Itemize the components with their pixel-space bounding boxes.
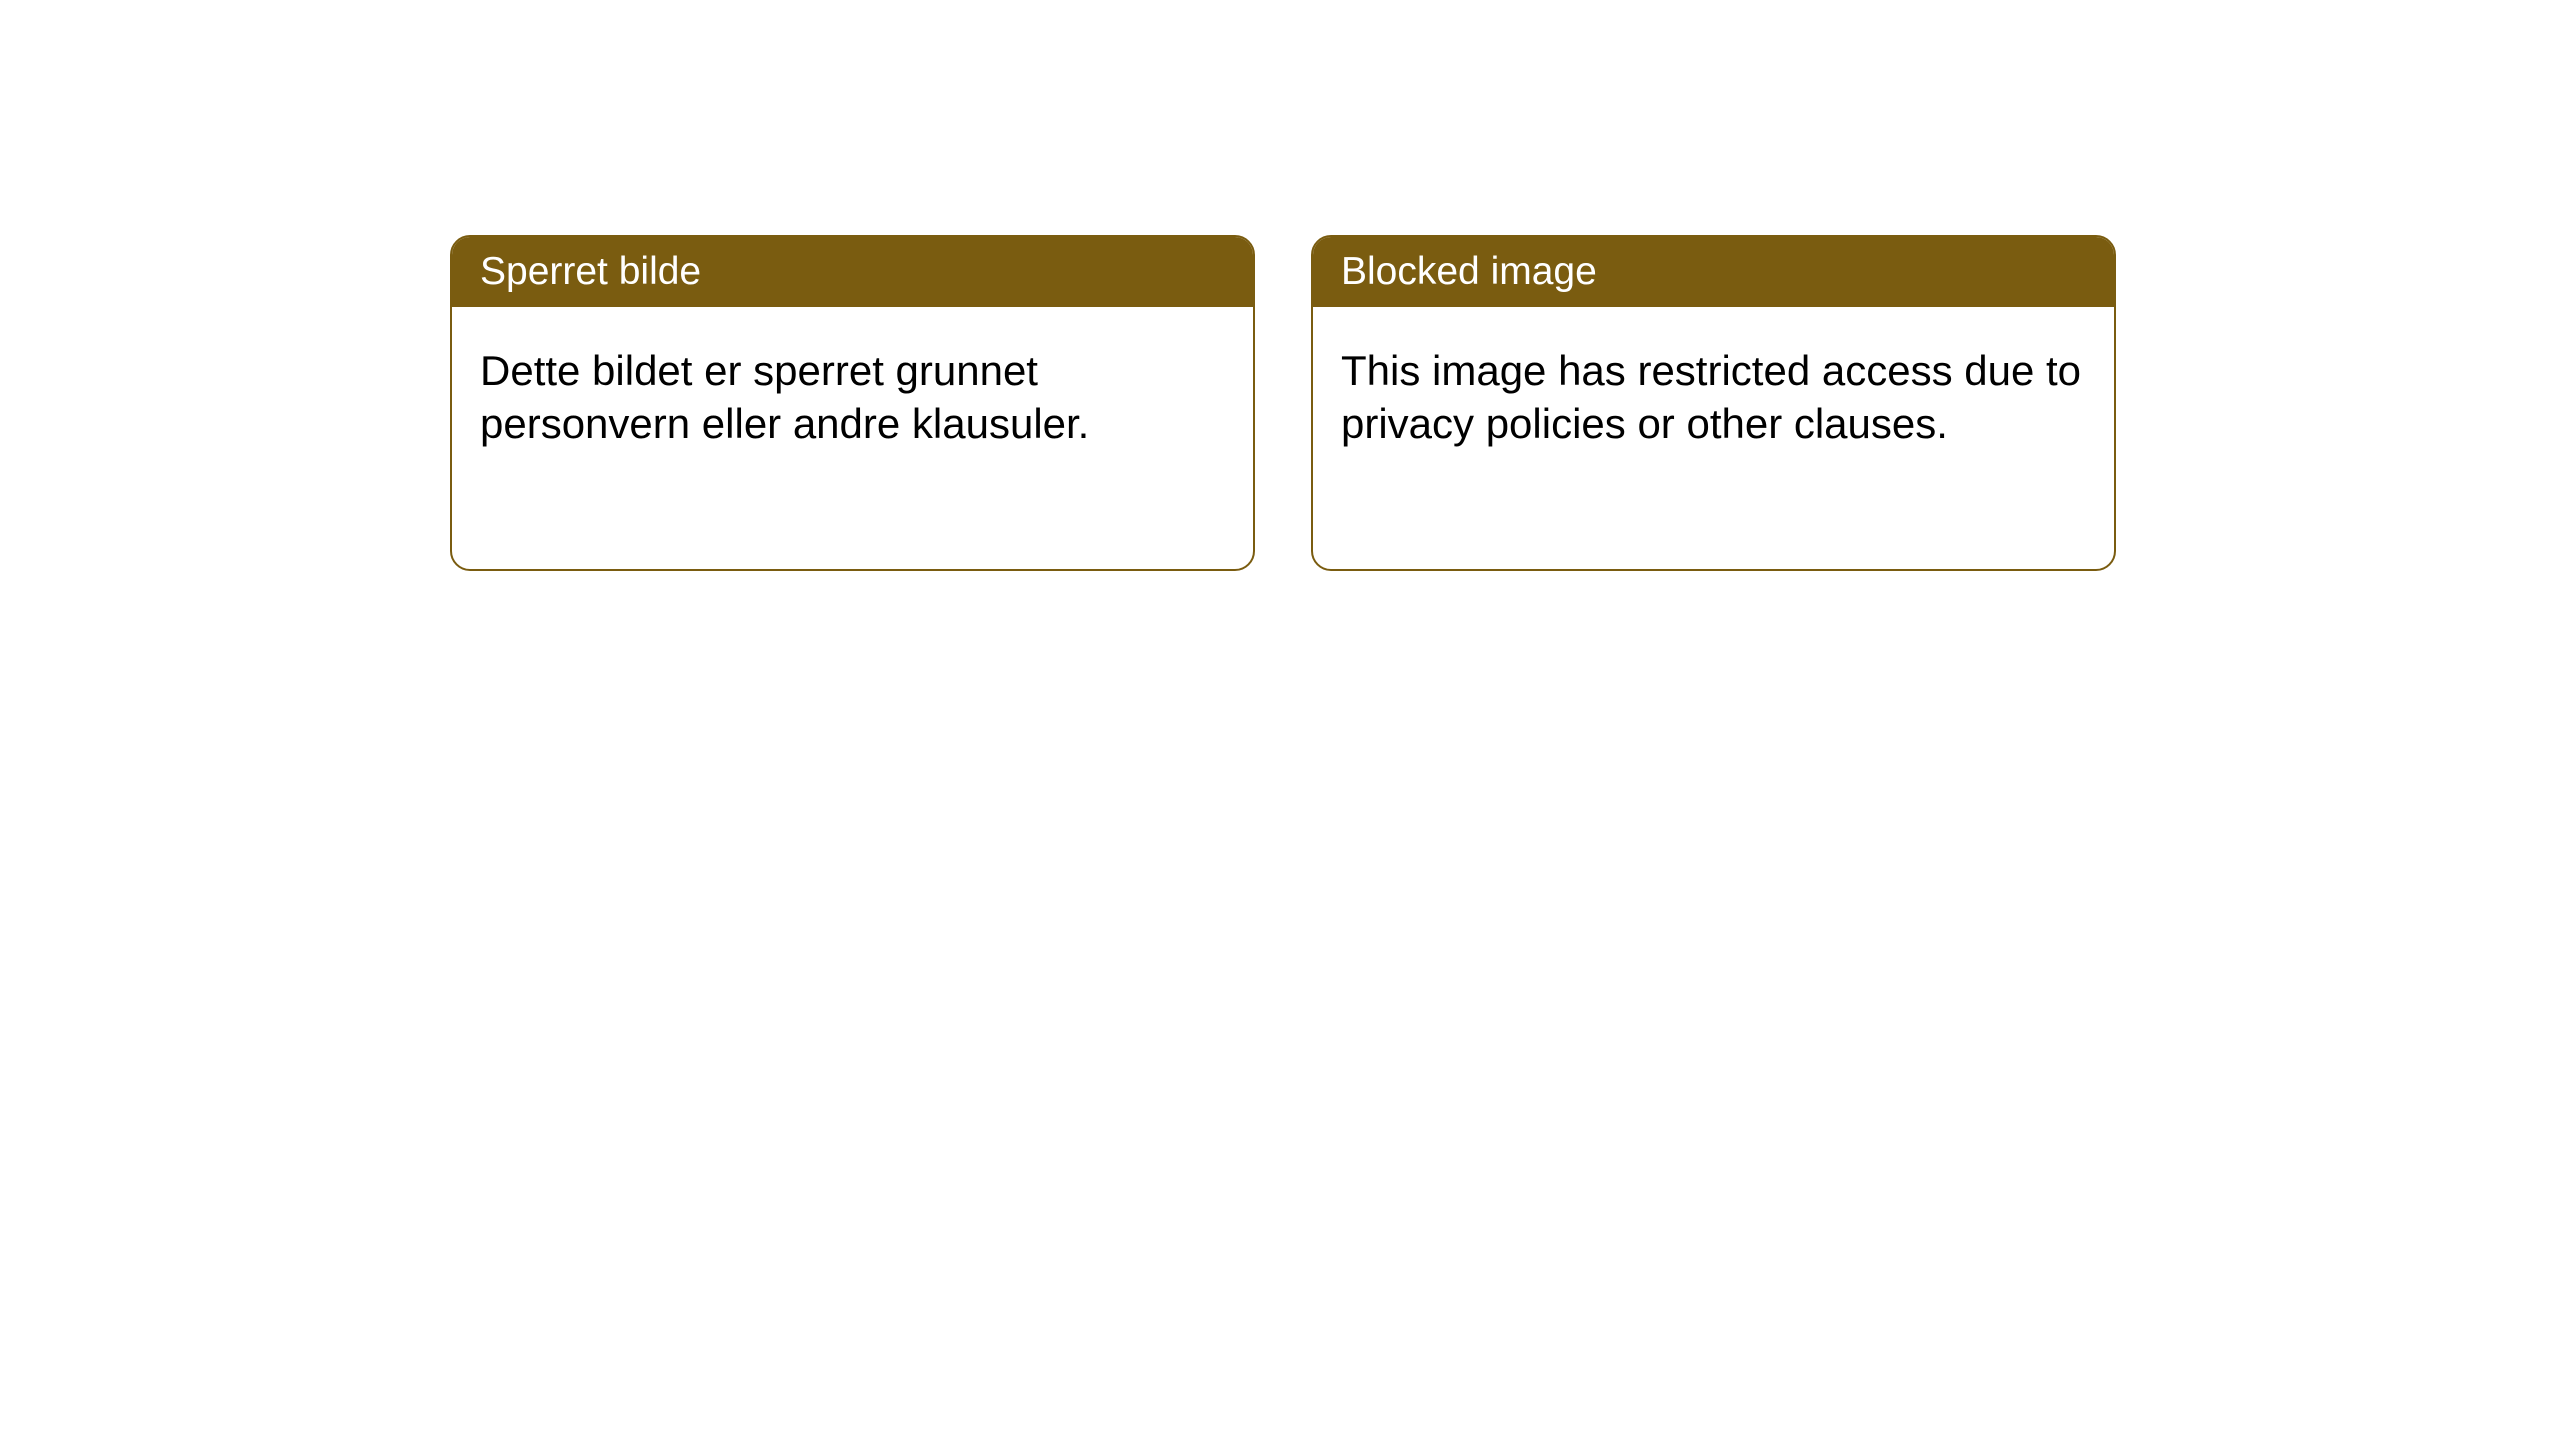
card-body: This image has restricted access due to … — [1313, 307, 2114, 489]
card-title: Sperret bilde — [480, 250, 701, 293]
blocked-image-card-english: Blocked image This image has restricted … — [1311, 235, 2116, 571]
card-message: Dette bildet er sperret grunnet personve… — [480, 347, 1089, 447]
card-body: Dette bildet er sperret grunnet personve… — [452, 307, 1253, 489]
blocked-image-card-norwegian: Sperret bilde Dette bildet er sperret gr… — [450, 235, 1255, 571]
card-header: Sperret bilde — [452, 237, 1253, 307]
card-message: This image has restricted access due to … — [1341, 347, 2081, 447]
card-title: Blocked image — [1341, 250, 1597, 293]
card-header: Blocked image — [1313, 237, 2114, 307]
notice-container: Sperret bilde Dette bildet er sperret gr… — [0, 0, 2560, 571]
